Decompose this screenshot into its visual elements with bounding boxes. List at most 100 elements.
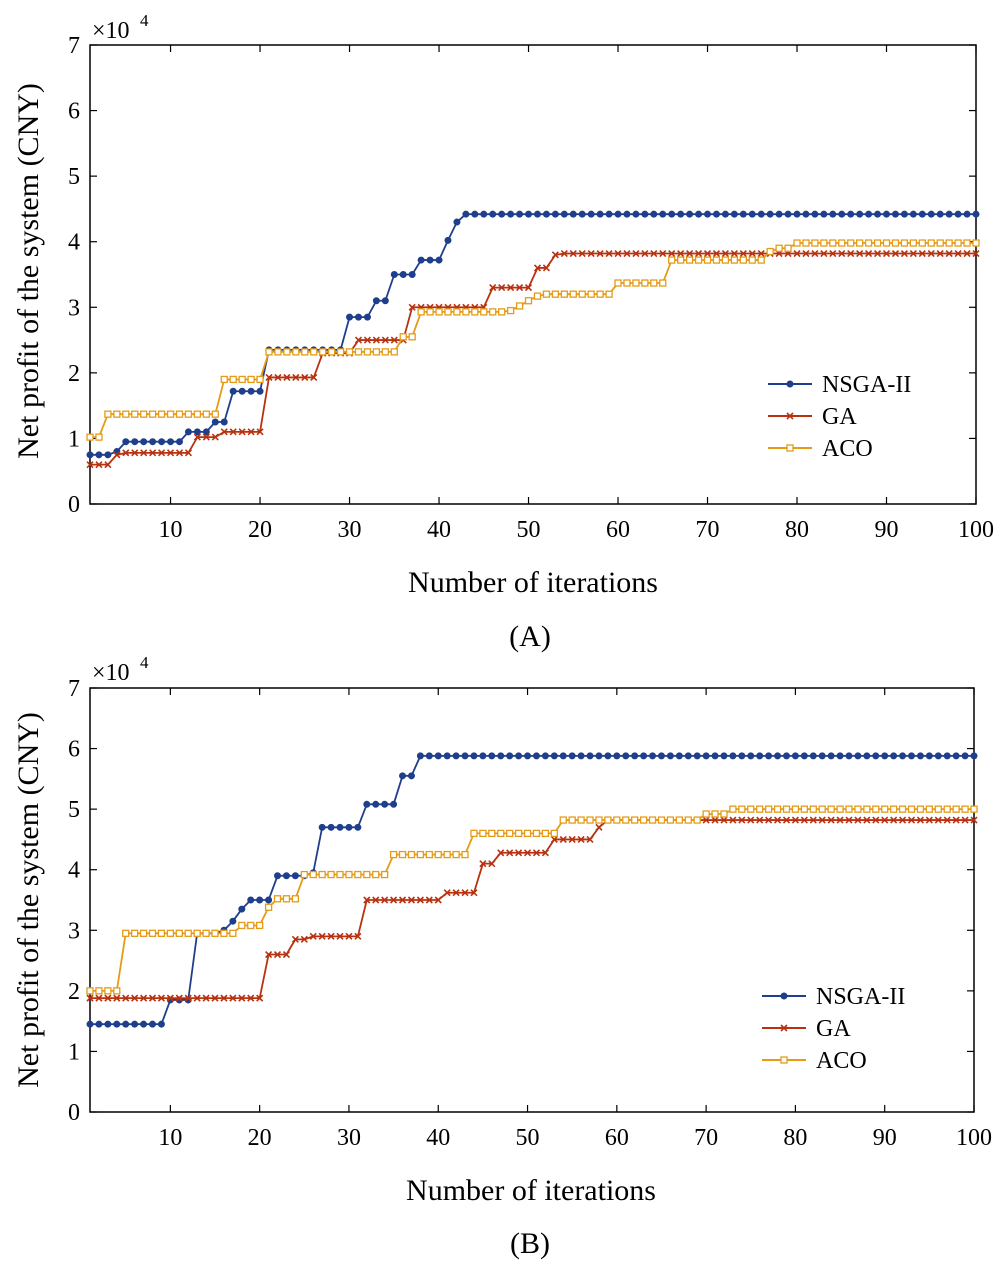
marker-stroke [881, 816, 889, 824]
data-point [291, 872, 299, 880]
data-point [873, 239, 882, 247]
data-point [283, 373, 291, 382]
data-point [765, 816, 773, 824]
data-point [104, 1020, 112, 1028]
data-point [453, 218, 461, 226]
data-point [516, 210, 524, 218]
data-point [720, 810, 728, 818]
data-point [918, 239, 926, 247]
data-point [952, 752, 960, 760]
marker-stroke [786, 412, 794, 420]
data-point [622, 816, 630, 824]
marker-stroke [757, 249, 765, 258]
data-point [310, 348, 318, 356]
data-point [390, 348, 398, 356]
data-point [149, 1020, 157, 1028]
data-point [909, 239, 918, 247]
data-point [820, 249, 828, 258]
data-point [166, 449, 175, 457]
data-point [747, 816, 755, 824]
series-ga [86, 816, 978, 1002]
data-point [934, 752, 942, 760]
data-point [963, 210, 971, 218]
data-point [694, 256, 703, 264]
data-point [542, 210, 550, 218]
data-point [595, 823, 603, 831]
y-tick-label: 3 [68, 295, 80, 321]
data-point [954, 239, 962, 247]
data-point [560, 290, 568, 298]
marker-stroke [354, 336, 363, 344]
marker-stroke [211, 433, 219, 441]
series-line [90, 808, 974, 992]
data-point [346, 313, 354, 321]
data-point [372, 297, 380, 305]
series-line [90, 213, 976, 456]
data-point [961, 752, 969, 760]
x-tick-label: 10 [158, 1125, 182, 1151]
data-point [407, 896, 416, 904]
data-point [274, 373, 282, 382]
data-point [847, 239, 855, 247]
data-point [282, 895, 291, 903]
data-point [577, 816, 585, 824]
marker-stroke [952, 816, 960, 824]
legend-entry: NSGA-II [768, 372, 911, 398]
data-point [256, 921, 264, 930]
plot-frame [89, 44, 977, 505]
data-point [847, 210, 855, 218]
axis-ticks: 10 20 30 40 50 60 70 80 90 100 0 1 2 3 4 5 6 7 [68, 33, 994, 543]
data-point [131, 1020, 139, 1028]
data-point [256, 896, 264, 904]
marker-stroke [872, 816, 880, 824]
data-point [827, 752, 835, 760]
data-point [686, 249, 694, 258]
data-point [86, 451, 94, 459]
data-point [865, 210, 873, 218]
data-point [104, 451, 112, 459]
data-point [256, 387, 264, 395]
data-point [972, 249, 980, 258]
data-point [488, 860, 496, 868]
y-tick-label: 0 [68, 1100, 80, 1126]
data-point [131, 449, 139, 457]
marker-stroke [292, 373, 300, 382]
data-point [605, 290, 613, 298]
data-point [791, 816, 799, 824]
data-point [238, 428, 246, 436]
data-point [891, 239, 900, 247]
marker-stroke [765, 816, 773, 824]
marker-stroke [800, 816, 808, 824]
data-point [720, 816, 728, 824]
chart-panel-b: 10 20 30 40 50 60 70 80 90 100 0 1 2 3 4 5 6 7 ×10 4 Numb… [12, 653, 992, 1260]
data-point [488, 752, 496, 760]
data-point [775, 244, 783, 252]
marker-stroke [605, 249, 613, 258]
data-point [774, 752, 782, 760]
data-point [238, 375, 246, 384]
x-tick-label: 50 [517, 517, 541, 543]
data-point [693, 816, 701, 824]
data-point [899, 752, 907, 760]
marker-stroke [211, 994, 219, 1002]
marker-stroke [193, 994, 201, 1002]
x-axis-label: Number of iterations [406, 1174, 656, 1207]
y-multiplier: ×10 [92, 660, 130, 686]
marker-stroke [515, 849, 523, 857]
data-point [507, 210, 515, 218]
data-point [578, 210, 586, 218]
data-point [211, 410, 219, 418]
data-point [936, 210, 944, 218]
data-point [381, 896, 389, 904]
data-point [934, 805, 942, 813]
data-point [479, 829, 487, 838]
data-point [336, 932, 344, 940]
marker-stroke [818, 816, 826, 824]
marker-stroke [113, 451, 121, 459]
data-point [542, 264, 550, 272]
marker-stroke [542, 264, 550, 272]
data-point [711, 816, 719, 824]
data-point [193, 929, 201, 937]
marker-stroke [506, 849, 514, 857]
data-point [729, 805, 737, 813]
